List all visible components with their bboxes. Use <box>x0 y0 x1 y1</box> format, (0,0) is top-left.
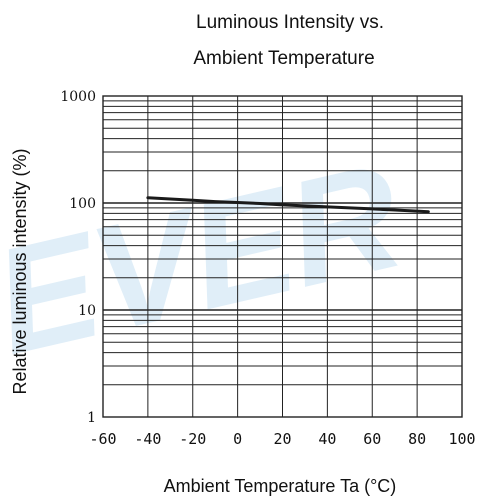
x-axis-ticks: -60 -40 -20 0 20 40 60 80 100 <box>89 430 475 448</box>
x-tick-label: 0 <box>233 430 242 448</box>
y-tick-label: 10 <box>78 303 96 319</box>
x-tick-label: -20 <box>179 430 206 448</box>
x-tick-label: 40 <box>318 430 336 448</box>
watermark-layer: EVER <box>0 131 415 387</box>
x-tick-label: -40 <box>134 430 161 448</box>
series-line <box>146 196 430 214</box>
x-tick-label: 60 <box>363 430 381 448</box>
y-axis-title: Relative luminous intensity (%) <box>10 148 30 394</box>
y-tick-label: 1 <box>87 410 96 426</box>
chart-title-line-1: Luminous Intensity vs. <box>196 12 384 33</box>
grid-lines <box>103 96 462 417</box>
y-axis-ticks: 1 10 100 1000 <box>60 89 96 426</box>
y-tick-label: 100 <box>69 196 96 212</box>
y-tick-label: 1000 <box>60 89 96 105</box>
chart-title-line-2: Ambient Temperature <box>193 48 374 69</box>
x-tick-label: 20 <box>273 430 291 448</box>
watermark-text: EVER <box>0 131 415 387</box>
x-axis-title: Ambient Temperature Ta (°C) <box>164 476 397 496</box>
data-series <box>146 196 430 214</box>
x-tick-label: 80 <box>408 430 426 448</box>
x-tick-label: 100 <box>448 430 475 448</box>
plot-area <box>102 95 463 418</box>
x-tick-label: -60 <box>89 430 116 448</box>
